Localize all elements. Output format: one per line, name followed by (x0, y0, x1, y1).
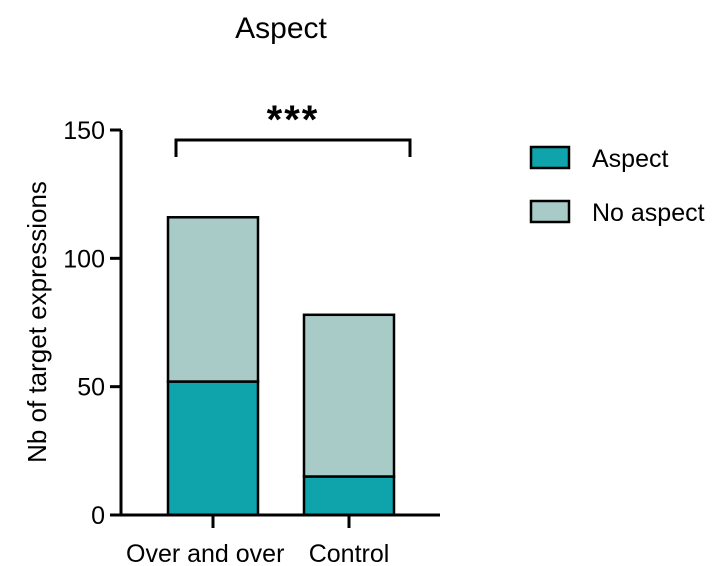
chart-title: Aspect (235, 12, 327, 45)
legend-label: Aspect (592, 145, 668, 173)
legend-label: No aspect (592, 199, 705, 227)
x-tick-label: Control (309, 540, 390, 566)
x-tick-label: Over and over (126, 540, 284, 566)
y-tick-label: 0 (91, 502, 105, 530)
y-tick-label: 150 (63, 117, 105, 145)
y-tick-label: 100 (63, 245, 105, 273)
legend-swatch (529, 145, 571, 170)
significance-bracket (174, 138, 412, 157)
y-tick-label: 50 (77, 374, 105, 402)
legend-swatch (529, 199, 571, 224)
bar-aspect-1 (302, 475, 396, 517)
bar-no-aspect-1 (302, 313, 396, 478)
significance-label: *** (267, 98, 320, 142)
bar-no-aspect-0 (166, 216, 260, 383)
y-axis-title: Nb of target expressions (22, 181, 52, 463)
bar-aspect-0 (166, 380, 260, 517)
